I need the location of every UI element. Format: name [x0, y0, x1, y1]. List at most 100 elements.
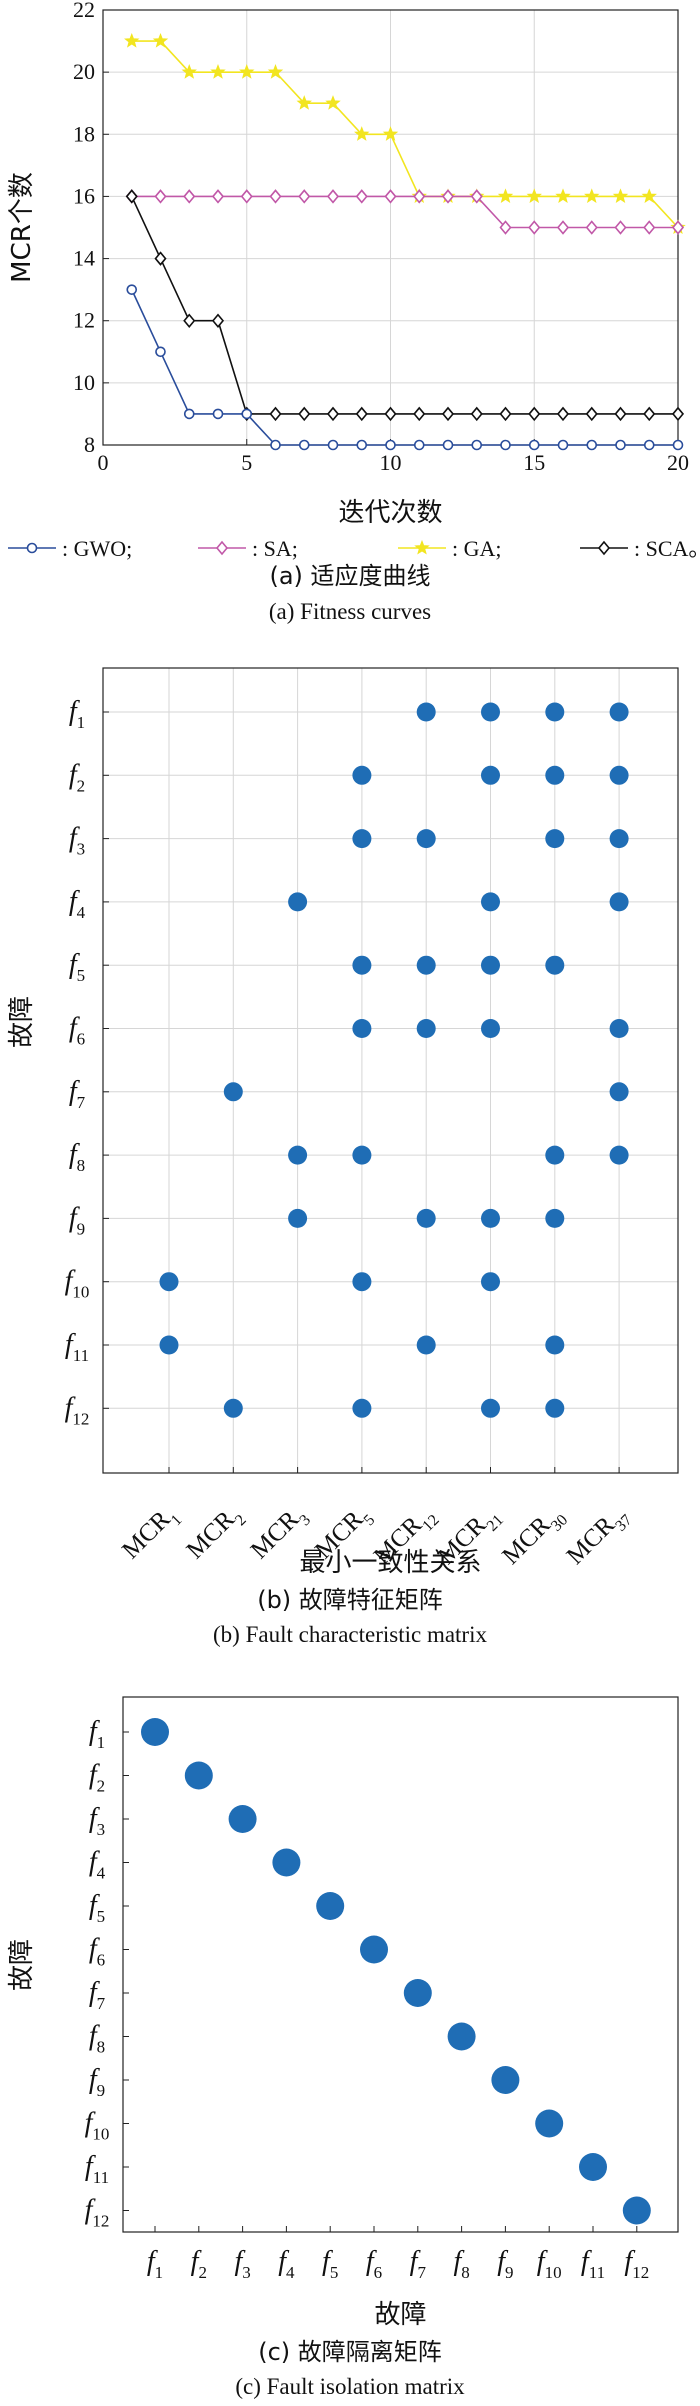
y-tick-label: f12	[65, 1392, 90, 1428]
y-tick-label: f10	[65, 1266, 90, 1302]
y-tick-label: 10	[73, 370, 95, 395]
y-tick-label: f4	[69, 886, 86, 922]
y-tick-label-base: f	[89, 1847, 100, 1878]
y-tick-label: f5	[69, 949, 85, 985]
x-tick-label: 15	[523, 450, 545, 475]
legend-marker	[597, 540, 611, 556]
data-point	[471, 439, 483, 451]
legend-marker	[26, 542, 38, 554]
x-tick-label: f3	[234, 2246, 250, 2282]
data-point	[181, 64, 197, 79]
data-point	[528, 220, 541, 235]
x-tick-label: f12	[624, 2246, 649, 2282]
x-tick-label: f1	[147, 2246, 163, 2282]
y-tick-label-sub: 3	[97, 1820, 106, 1839]
y-tick-label: f5	[89, 1890, 105, 1926]
data-point	[355, 406, 368, 422]
y-tick-label-base: f	[65, 1392, 76, 1423]
caption-en: (b) Fault characteristic matrix	[213, 1622, 487, 1647]
data-point	[671, 406, 685, 422]
legend-item: : GWO;	[8, 536, 132, 561]
y-tick-label: 20	[73, 59, 95, 84]
y-tick-label: f7	[89, 1977, 106, 2013]
caption-en: (a) Fitness curves	[269, 599, 431, 624]
data-point	[352, 1019, 372, 1038]
y-tick-label: 18	[73, 121, 95, 146]
data-point	[267, 64, 284, 79]
data-point	[352, 1272, 372, 1292]
y-tick-label: 8	[84, 432, 95, 457]
legend-item: : SA;	[198, 536, 298, 561]
data-point	[609, 1082, 629, 1102]
data-point	[155, 346, 166, 358]
data-point	[545, 829, 565, 849]
fault-characteristic-chart: 最小一致性关系 故障 (b) 故障特征矩阵 (b) Fault characteris…	[7, 667, 679, 1647]
data-point	[416, 1335, 436, 1355]
data-point	[152, 32, 169, 48]
x-tick-label: f6	[366, 2246, 382, 2282]
data-point	[612, 188, 629, 203]
data-point	[584, 188, 600, 203]
data-point	[296, 95, 312, 110]
x-axis-title: 迭代次数	[338, 498, 442, 528]
y-axis-title: 故障	[7, 996, 37, 1048]
y-tick-label-base: f	[69, 1139, 80, 1170]
data-point	[355, 189, 368, 204]
y-tick-label-base: f	[89, 1716, 100, 1747]
legend-marker	[215, 540, 229, 556]
data-point	[413, 189, 426, 204]
y-tick-label-base: f	[69, 823, 80, 854]
data-point	[641, 188, 657, 203]
data-point	[609, 892, 629, 912]
data-point	[239, 64, 255, 79]
data-point	[481, 1398, 500, 1418]
data-point	[154, 251, 167, 266]
y-tick-label-sub: 1	[77, 713, 86, 732]
data-point	[384, 406, 397, 422]
x-tick-label-base: f	[497, 2246, 508, 2277]
data-point	[526, 188, 542, 203]
x-tick-label-base: MCR	[246, 1506, 305, 1565]
plot-area	[103, 668, 678, 1473]
data-point	[382, 126, 399, 141]
x-tick-label: f10	[537, 2246, 562, 2282]
data-point	[183, 408, 195, 420]
data-point	[499, 220, 512, 235]
x-tick-label-base: f	[147, 2246, 158, 2277]
y-tick-label-sub: 11	[93, 2168, 109, 2187]
x-tick-label-base: f	[322, 2246, 333, 2277]
y-tick-label: f6	[89, 1934, 105, 1970]
y-tick-label: 16	[73, 183, 95, 208]
data-point	[316, 1892, 345, 1920]
data-point	[223, 1082, 243, 1102]
data-point	[585, 406, 598, 422]
y-axis-title: 故障	[7, 1939, 37, 1991]
data-point	[614, 220, 627, 235]
data-point	[416, 829, 436, 849]
y-tick-label: f8	[89, 2021, 105, 2057]
y-tick-label-base: f	[89, 2064, 100, 2095]
y-tick-label-sub: 8	[77, 1156, 86, 1175]
y-tick-label: f3	[69, 823, 85, 859]
y-tick-label: 14	[73, 246, 95, 271]
caption-cn: (b) 故障特征矩阵	[257, 1586, 443, 1614]
x-tick-label-sub: 7	[417, 2263, 426, 2282]
data-point	[298, 189, 311, 204]
x-tick-label-base: MCR	[181, 1506, 240, 1565]
plot-frame	[102, 667, 679, 1474]
data-point	[579, 2153, 607, 2181]
y-tick-label-base: f	[89, 2021, 100, 2052]
caption-cn: (a) 适应度曲线	[269, 562, 430, 590]
legend-item: : GA;	[398, 536, 502, 561]
y-tick-label-sub: 7	[77, 1093, 86, 1112]
x-tick-label-base: f	[453, 2246, 464, 2277]
data-point	[288, 892, 308, 912]
data-point	[325, 95, 341, 110]
y-tick-label-base: f	[69, 759, 80, 790]
data-point	[447, 2022, 476, 2051]
data-point	[609, 765, 629, 785]
data-point	[545, 1398, 565, 1418]
data-point	[384, 189, 397, 204]
